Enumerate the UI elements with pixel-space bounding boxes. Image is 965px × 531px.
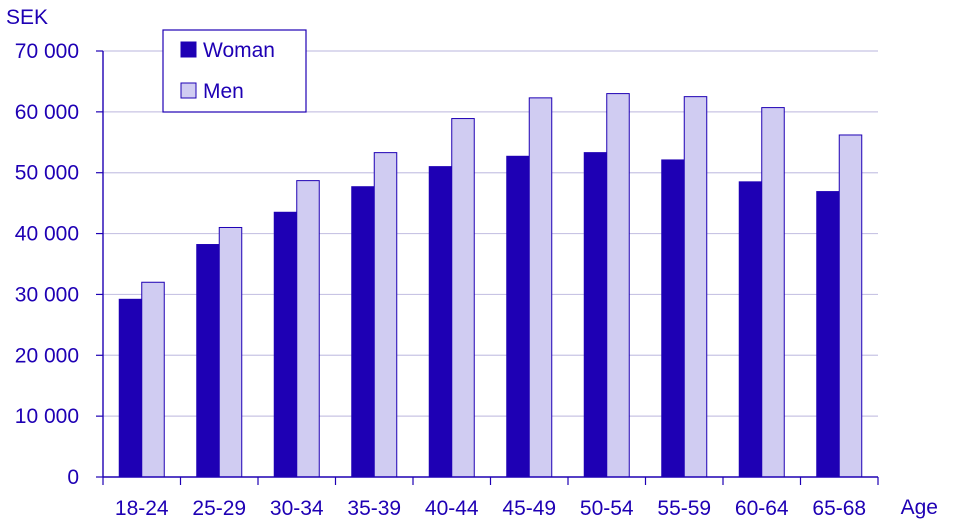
- y-axis-title: SEK: [6, 6, 48, 29]
- x-tick-label: 45-49: [502, 497, 556, 520]
- bar-men-45-49: [528, 97, 553, 478]
- bar-men-50-54: [606, 93, 630, 478]
- x-axis-title: Age: [901, 496, 938, 519]
- x-tick-label: 35-39: [347, 497, 401, 520]
- bar-men-60-64: [761, 107, 785, 478]
- x-tick-label: 65-68: [812, 497, 866, 520]
- bar-men-18-24: [141, 281, 165, 478]
- bar-men-55-59: [683, 96, 708, 478]
- bar-men-30-34: [296, 180, 320, 478]
- bar-woman-55-59: [661, 159, 685, 478]
- x-tick-label: 40-44: [425, 497, 479, 520]
- bar-woman-35-39: [351, 186, 375, 478]
- x-tick-label: 30-34: [270, 497, 324, 520]
- x-tick-label: 25-29: [192, 497, 246, 520]
- bar-men-35-39: [373, 152, 398, 478]
- bar-men-40-44: [451, 118, 475, 478]
- bar-woman-40-44: [428, 166, 453, 478]
- bar-woman-25-29: [196, 244, 220, 478]
- bar-woman-50-54: [583, 152, 608, 478]
- legend: Woman Men: [162, 29, 307, 113]
- bar-woman-65-68: [816, 191, 840, 478]
- legend-label-men: Men: [203, 80, 244, 103]
- y-tick-label: 70 000: [15, 40, 79, 63]
- axes: [96, 50, 879, 485]
- legend-label-woman: Woman: [203, 39, 275, 62]
- x-tick-label: 60-64: [735, 497, 789, 520]
- y-tick-label: 20 000: [15, 344, 79, 367]
- y-tick-label: 30 000: [15, 283, 79, 306]
- bar-men-25-29: [218, 226, 243, 478]
- y-tick-label: 0: [67, 466, 79, 489]
- y-tick-label: 50 000: [15, 162, 79, 185]
- bar-woman-45-49: [506, 155, 530, 478]
- legend-swatch-woman: [180, 41, 197, 58]
- legend-swatch-men: [180, 82, 197, 99]
- y-tick-label: 60 000: [15, 101, 79, 124]
- x-tick-label: 55-59: [657, 497, 711, 520]
- x-tick-label: 18-24: [115, 497, 169, 520]
- x-tick-label: 50-54: [580, 497, 634, 520]
- bar-woman-60-64: [738, 181, 763, 478]
- bar-men-65-68: [838, 134, 863, 478]
- bar-woman-18-24: [118, 298, 143, 478]
- bars: [118, 93, 863, 478]
- bar-woman-30-34: [273, 211, 298, 478]
- y-tick-label: 40 000: [15, 223, 79, 246]
- y-tick-label: 10 000: [15, 405, 79, 428]
- tick-labels: 0 10 000 20 000 30 000 40 000 50 000 60 000 70 …: [15, 40, 866, 520]
